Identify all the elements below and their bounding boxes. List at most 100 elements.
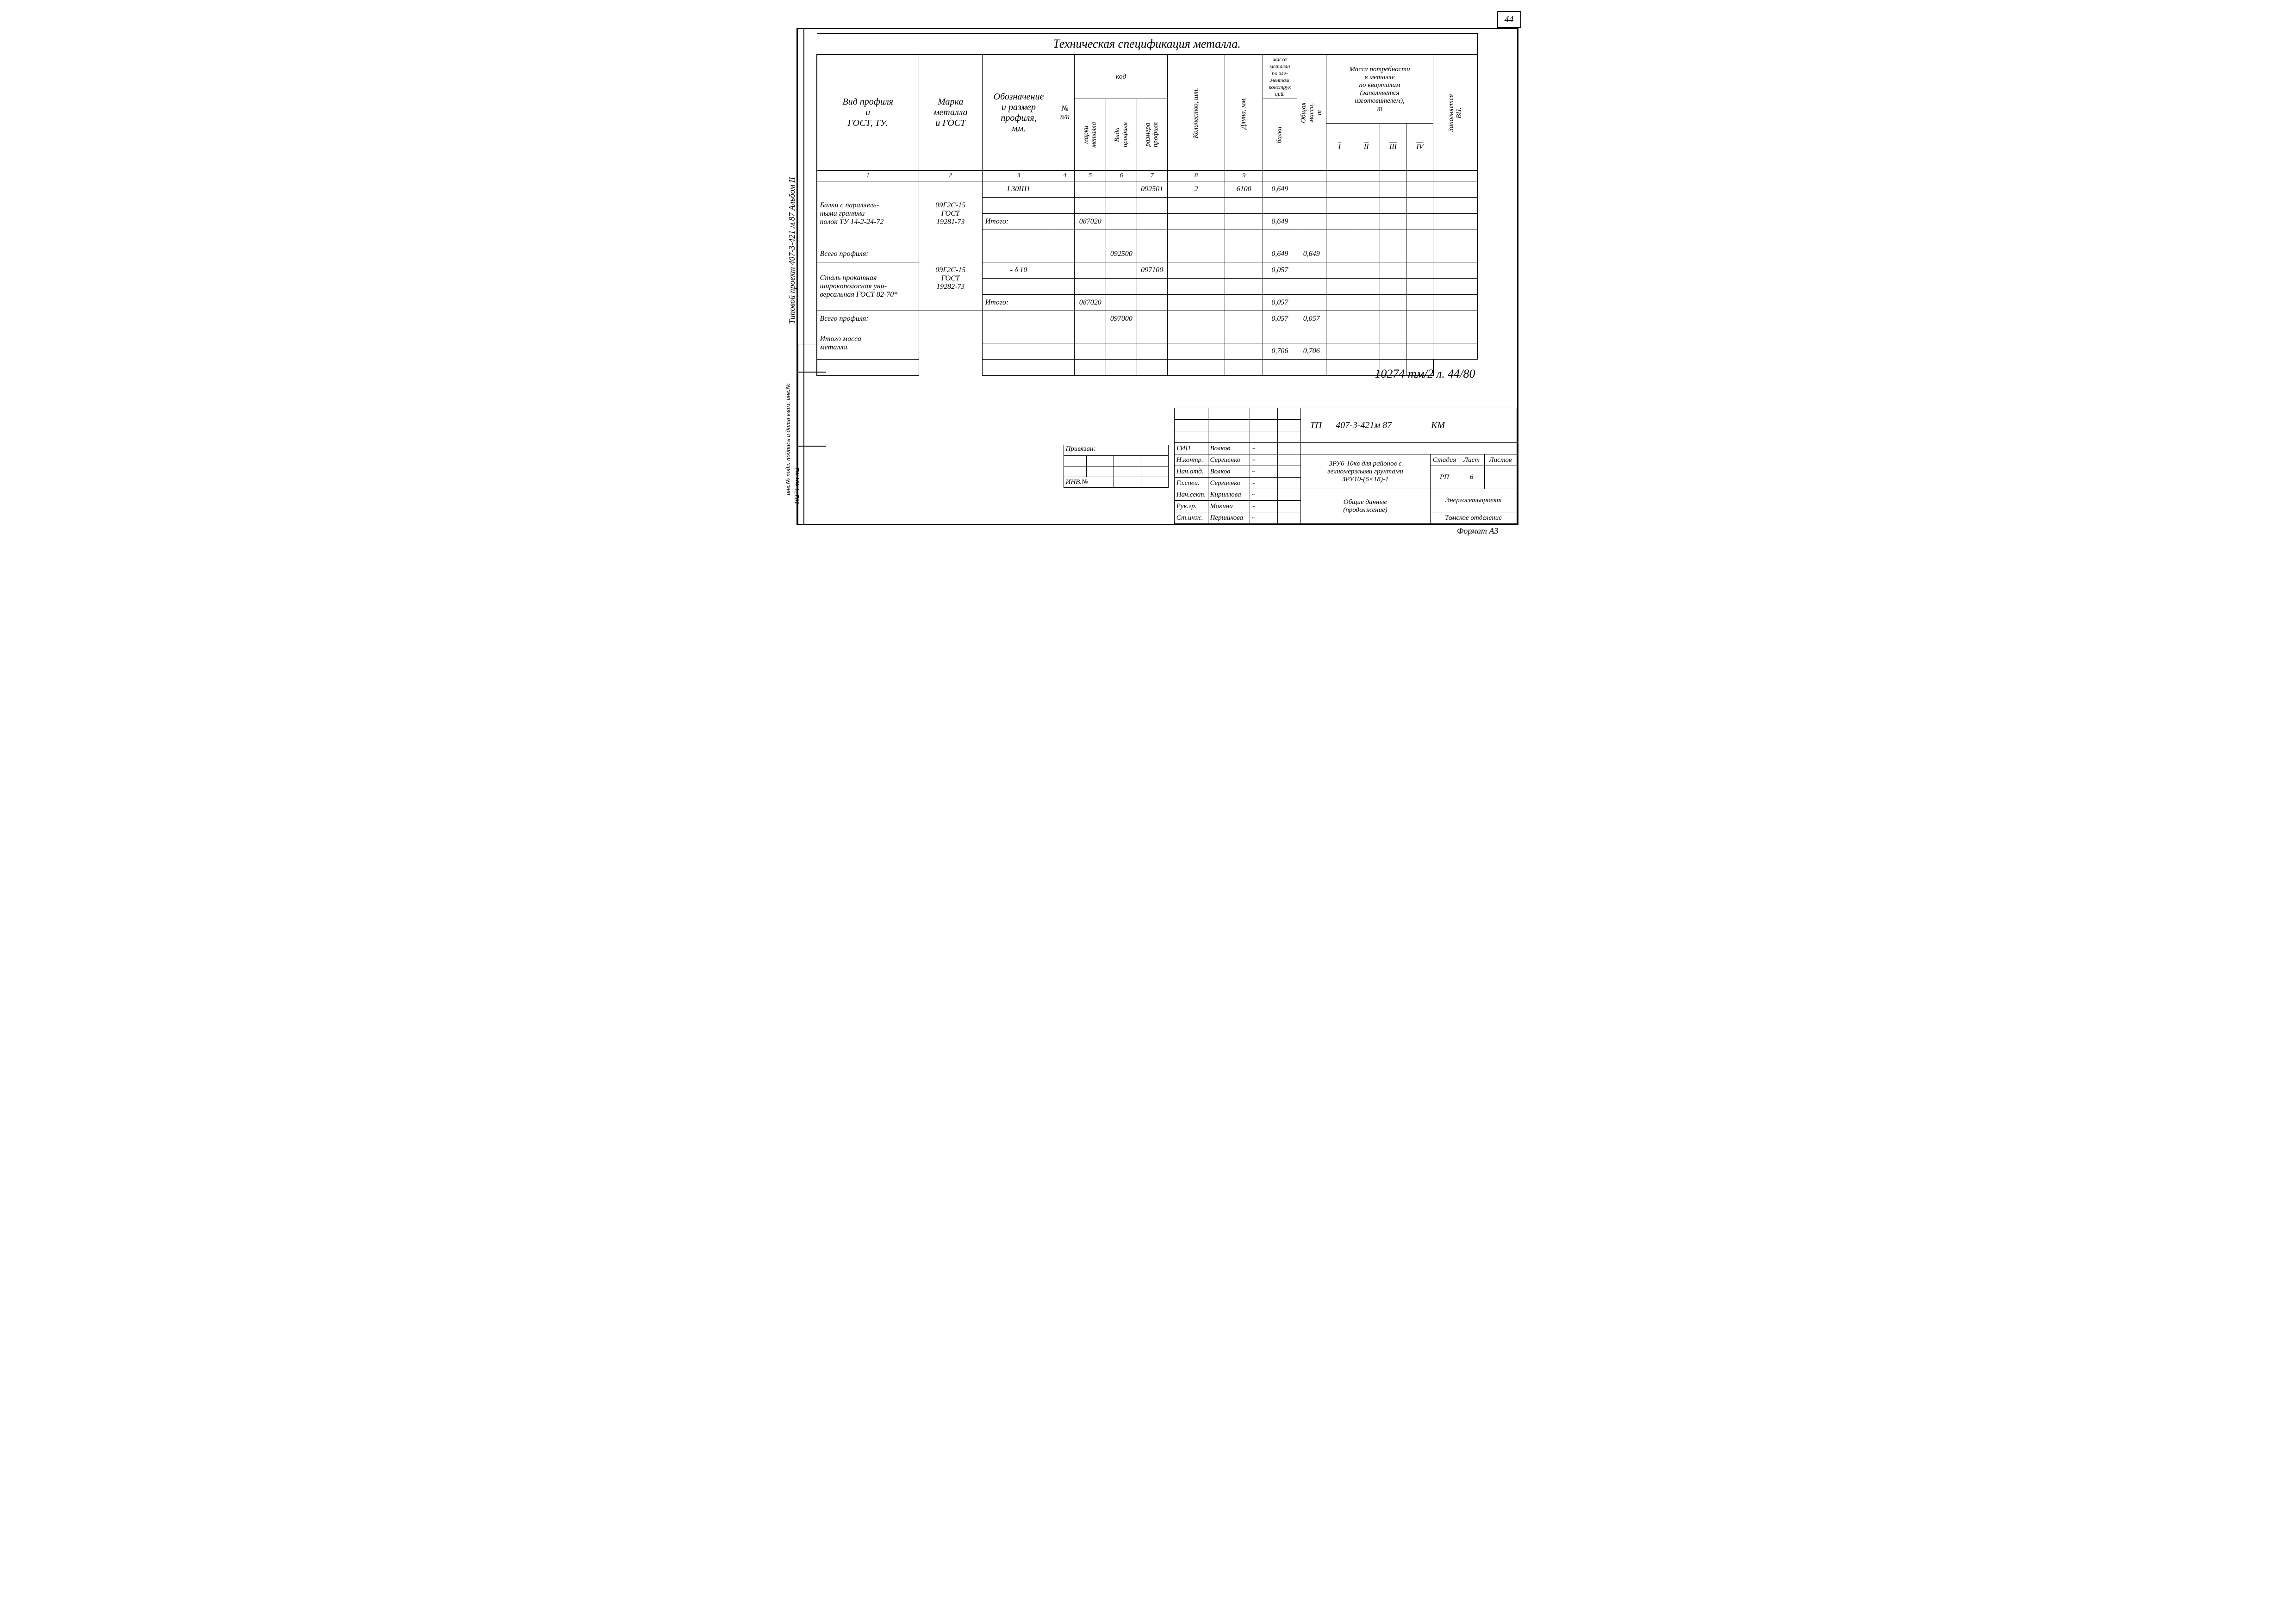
- sig-gip: ~: [1250, 443, 1277, 454]
- inner-frame: Техническая спецификация металла. Вид пр…: [803, 29, 1517, 524]
- stage-h: Стадия: [1430, 454, 1459, 466]
- role-gip: ГИП: [1174, 443, 1208, 454]
- format-label: Формат А3: [1457, 526, 1499, 536]
- col-8-header: Количество, шт.: [1167, 55, 1225, 171]
- sheet-val: 6: [1459, 466, 1484, 489]
- stamp-org1: Энергосетьпроект: [1430, 489, 1517, 512]
- colnum-1: 1: [817, 171, 919, 181]
- side-label-project: Типовой проект 407-3-421 м.87 Альбом II: [787, 177, 797, 324]
- name-glspec: Сергиенко: [1208, 478, 1250, 489]
- cell-mass-1it: 0,649: [1263, 214, 1297, 230]
- cell-c6-v2: 097000: [1106, 311, 1137, 327]
- cell-mass-2it: 0,057: [1263, 295, 1297, 311]
- stage-val: РП: [1430, 466, 1459, 489]
- sig-nachotd: ~: [1250, 466, 1277, 478]
- spec-table: Техническая спецификация металла. Вид пр…: [816, 33, 1478, 376]
- cell-mass-1a: 0,649: [1263, 181, 1297, 198]
- cell-mass-v1: 0,649: [1263, 246, 1297, 262]
- cell-c5-2it: 087020: [1075, 295, 1106, 311]
- sheets-val: [1484, 466, 1517, 489]
- colnum-8: 8: [1167, 171, 1225, 181]
- sig-glspec: ~: [1250, 478, 1277, 489]
- role-nachotd: Нач.отд.: [1174, 466, 1208, 478]
- cell-itogo-2: Итого:: [982, 295, 1055, 311]
- col-2-header: Марка металла и ГОСТ: [919, 55, 982, 171]
- role-stinzh: Ст.инж.: [1174, 512, 1208, 524]
- priv-label: Привязан:: [1064, 445, 1168, 456]
- cell-itog-tot: 0,706: [1297, 343, 1326, 360]
- sig-rukgr: ~: [1250, 501, 1277, 512]
- cell-profile-1: Балки с параллель- ными гранями полок ТУ…: [817, 181, 919, 246]
- sig-stinzh: ~: [1250, 512, 1277, 524]
- colnum-3: 3: [982, 171, 1055, 181]
- col-masselem-header: масса металла по эле- ментам конструк ци…: [1263, 55, 1297, 99]
- cell-itog-mass: 0,706: [1263, 343, 1297, 360]
- name-nkontr: Сергиенко: [1208, 454, 1250, 466]
- col-5-header: марки металла: [1075, 99, 1106, 171]
- sig-nkontr: ~: [1250, 454, 1277, 466]
- sig-nachsekt: ~: [1250, 489, 1277, 501]
- col-3-header: Обозначение и размер профиля, мм.: [982, 55, 1055, 171]
- name-nachsekt: Кириллова: [1208, 489, 1250, 501]
- col-9-header: Длина, мм.: [1225, 55, 1263, 171]
- colnum-7: 7: [1137, 171, 1167, 181]
- cell-c7-2a: 097100: [1137, 262, 1167, 279]
- cell-vsego-1: Всего профиля:: [817, 246, 919, 262]
- title-block: ТП 407-3-421м 87 КМ ГИП Волков ~: [1174, 408, 1517, 524]
- role-glspec: Гл.спец.: [1174, 478, 1208, 489]
- stamp-project: ЗРУ6-10кв для районов с вечномерзлыми гр…: [1300, 454, 1430, 489]
- col-4-header: № п/п: [1055, 55, 1075, 171]
- col-7-header: размера профиля: [1137, 99, 1167, 171]
- role-nachsekt: Нач.сект.: [1174, 489, 1208, 501]
- cell-c7-1a: 092501: [1137, 181, 1167, 198]
- colnum-4: 4: [1055, 171, 1075, 181]
- side-label-inv: инв.№ подл. подпись и дата взам. инв.№: [785, 383, 792, 495]
- col-6-header: Вида профиля: [1106, 99, 1137, 171]
- q4: IV: [1406, 124, 1433, 171]
- name-rukgr: Мокина: [1208, 501, 1250, 512]
- code-line: ТП 407-3-421м 87 КМ: [1300, 408, 1517, 443]
- cell-profile-2: Сталь прокатная широкополосная уни- верс…: [817, 262, 919, 311]
- sheet-h: Лист: [1459, 454, 1484, 466]
- colnum-blank: [1263, 171, 1297, 181]
- cell-metal-2: 09Г2С-15 ГОСТ 19282-73: [919, 246, 982, 311]
- cell-tot-v2: 0,057: [1297, 311, 1326, 327]
- col-vc-header: Заполняется ВЦ.: [1433, 55, 1478, 171]
- cell-desig-1a: I 30Ш1: [982, 181, 1055, 198]
- colnum-5: 5: [1075, 171, 1106, 181]
- page-number: 44: [1505, 14, 1514, 25]
- privyazan-block: Привязан: ИНВ.№: [1064, 445, 1169, 488]
- q3: III: [1380, 124, 1406, 171]
- page-number-box: 44: [1497, 11, 1521, 28]
- name-stinzh: Першикова: [1208, 512, 1250, 524]
- cell-itog-all: Итого масса металла.: [817, 327, 919, 360]
- role-nkontr: Н.контр.: [1174, 454, 1208, 466]
- stamp-desc: Общие данные (продолжение): [1300, 489, 1430, 524]
- code-km: КМ: [1431, 420, 1445, 430]
- colnum-6: 6: [1106, 171, 1137, 181]
- cell-qty-1a: 2: [1167, 181, 1225, 198]
- drawing-sheet: 44 Типовой проект 407-3-421 м.87 Альбом …: [773, 9, 1523, 539]
- code-tp: ТП: [1310, 420, 1322, 430]
- sheets-h: Листов: [1484, 454, 1517, 466]
- outer-frame: Техническая спецификация металла. Вид пр…: [796, 28, 1518, 525]
- left-rail: [798, 344, 827, 525]
- col-balki-header: балки: [1263, 99, 1297, 171]
- cell-c6-v1: 092500: [1106, 246, 1137, 262]
- name-nachotd: Волков: [1208, 466, 1250, 478]
- priv-inv: ИНВ.№: [1064, 477, 1114, 488]
- col-totalmass-header: Общая масса, т: [1297, 55, 1326, 171]
- cell-tot-v1: 0,649: [1297, 246, 1326, 262]
- colnum-2: 2: [919, 171, 982, 181]
- cell-c5-1it: 087020: [1075, 214, 1106, 230]
- col-1-header: Вид профиля и ГОСТ, ТУ.: [817, 55, 919, 171]
- cell-mass-2a: 0,057: [1263, 262, 1297, 279]
- cell-len-1a: 6100: [1225, 181, 1263, 198]
- code-num: 407-3-421м 87: [1336, 420, 1392, 430]
- cell-desig-2a: - δ 10: [982, 262, 1055, 279]
- cell-metal-1: 09Г2С-15 ГОСТ 19281-73: [919, 181, 982, 246]
- q1: I: [1326, 124, 1353, 171]
- archive-number: 10274 тм/2 л. 44/80: [1375, 367, 1475, 381]
- cell-mass-v2: 0,057: [1263, 311, 1297, 327]
- col-massneed-header: Масса потребности в металле по кварталам…: [1326, 55, 1433, 124]
